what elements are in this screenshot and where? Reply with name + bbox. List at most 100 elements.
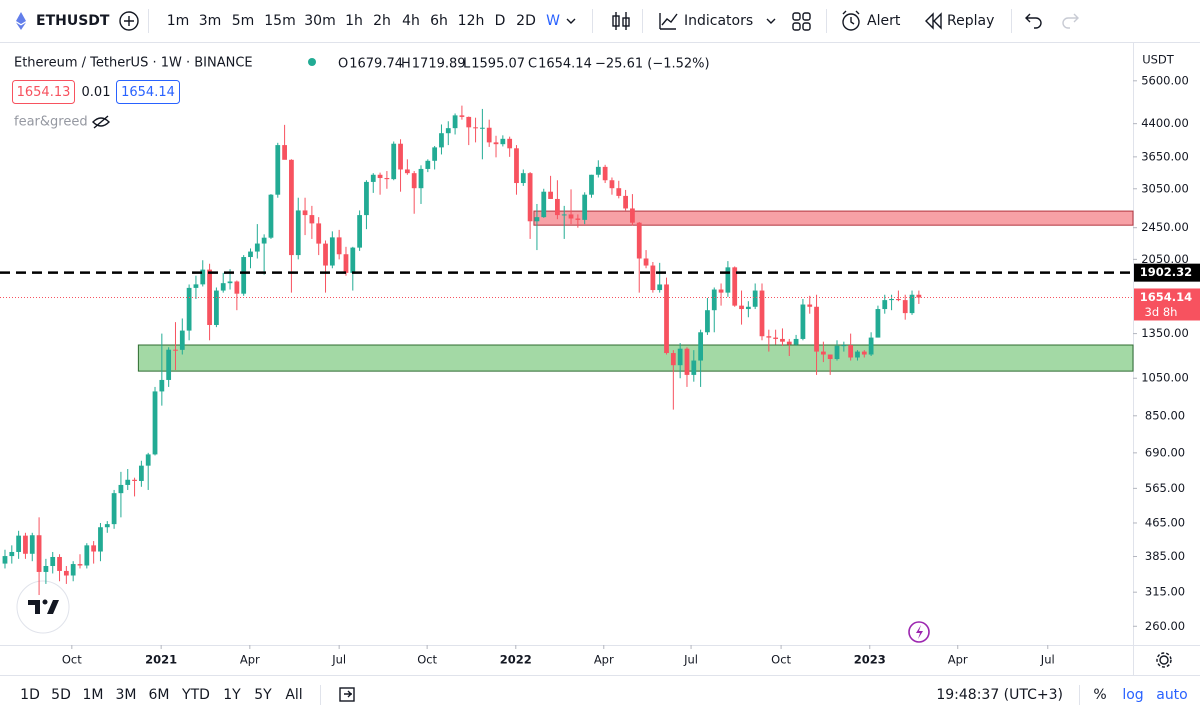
range-button[interactable]: 1D [20, 687, 40, 703]
layout-icon[interactable] [792, 12, 811, 31]
y-tick-label: 3050.00 [1141, 181, 1189, 195]
candle-body [411, 173, 417, 189]
range-button[interactable]: 5Y [254, 687, 272, 703]
undo-button[interactable] [1025, 13, 1042, 29]
candle-body [70, 564, 76, 576]
candle-body [630, 208, 635, 223]
candle-body [445, 128, 451, 134]
range-button[interactable]: All [285, 687, 302, 703]
interval-button[interactable]: 12h [458, 13, 485, 29]
candle-body [868, 337, 874, 355]
interval-button[interactable]: 2D [516, 13, 536, 29]
range-button[interactable]: 1Y [223, 687, 241, 703]
scale-option[interactable]: log [1122, 687, 1143, 703]
scale-option[interactable]: % [1093, 687, 1106, 703]
indicators-dropdown[interactable] [766, 18, 776, 24]
candle-body [493, 142, 499, 145]
toolbar-button[interactable]: Alert [867, 13, 901, 29]
x-tick-label: 2023 [854, 653, 886, 667]
y-tick-label: 2450.00 [1141, 220, 1189, 234]
candle-body [732, 267, 738, 306]
redo-button[interactable] [1062, 13, 1079, 29]
chart-type-icon[interactable] [612, 12, 630, 30]
candle-body [36, 535, 42, 572]
candle-body [595, 166, 601, 175]
interval-button[interactable]: 3m [199, 13, 222, 29]
interval-button[interactable]: 1m [167, 13, 190, 29]
candle-body [268, 194, 274, 238]
candle-body [670, 353, 676, 366]
x-tick-label: Apr [240, 653, 260, 667]
candle-body [841, 345, 847, 347]
interval-button[interactable]: 2h [373, 13, 391, 29]
ask-price: 1654.14 [121, 85, 175, 100]
legend-title: Ethereum / TetherUS · 1W · BINANCE [14, 56, 253, 71]
candle-body [275, 145, 281, 195]
candle-body [555, 198, 560, 216]
candle-body [336, 237, 342, 255]
candle-body [23, 535, 28, 554]
ohlc-value: 1654.14 [538, 57, 592, 72]
candle-body [684, 348, 690, 375]
compare-button[interactable] [119, 11, 139, 31]
last-price-label: 1654.14 [1140, 290, 1192, 304]
interval-button[interactable]: 5m [232, 13, 255, 29]
candle-body [691, 360, 697, 375]
interval-dropdown[interactable] [566, 18, 576, 24]
interval-button[interactable]: 4h [402, 13, 420, 29]
lightning-icon[interactable] [908, 621, 930, 643]
candle-body [43, 566, 49, 572]
candle-body [834, 345, 840, 360]
indicator-name[interactable]: fear&greed [14, 115, 88, 130]
interval-button[interactable]: D [495, 13, 506, 29]
candle-body [200, 269, 206, 285]
interval-button[interactable]: 15m [264, 13, 295, 29]
candle-body [902, 300, 908, 314]
range-button[interactable]: 6M [149, 687, 170, 703]
candle-body [316, 223, 322, 244]
candle-body [527, 173, 533, 222]
candle-body [9, 551, 15, 557]
candle-body [514, 148, 519, 184]
candle-body [561, 214, 567, 216]
settings-icon[interactable] [1156, 652, 1172, 668]
interval-button[interactable]: 6h [430, 13, 448, 29]
line-price-label: 1902.32 [1140, 265, 1192, 279]
candle-body [466, 116, 472, 128]
candle-body [234, 281, 240, 294]
candle-body [111, 493, 117, 525]
candle-body [50, 556, 56, 567]
candle-body [166, 349, 172, 380]
candle-body [104, 524, 110, 528]
interval-button[interactable]: 30m [304, 13, 335, 29]
y-tick-label: 315.00 [1145, 585, 1185, 599]
toolbar-button[interactable]: Indicators [684, 13, 753, 29]
range-button[interactable]: YTD [181, 687, 210, 703]
candle-body [138, 465, 144, 481]
range-button[interactable]: 5D [51, 687, 71, 703]
y-tick-label: 1350.00 [1141, 326, 1189, 340]
symbol[interactable]: ETHUSDT [36, 13, 110, 29]
range-button[interactable]: 3M [116, 687, 137, 703]
candle-body [855, 351, 860, 358]
range-button[interactable]: 1M [83, 687, 104, 703]
candle-body [289, 159, 294, 256]
candle-body [179, 330, 185, 350]
line-price-box [1134, 263, 1200, 282]
candle-body [152, 391, 158, 455]
candle-body [254, 243, 260, 252]
candle-body [384, 178, 390, 180]
scale-option[interactable]: auto [1156, 687, 1188, 703]
hide-indicator-icon[interactable] [92, 115, 110, 129]
x-tick-label: Oct [771, 653, 791, 667]
date-range-icon[interactable] [339, 687, 355, 702]
clock: 19:48:37 (UTC+3) [936, 687, 1063, 703]
interval-button[interactable]: W [546, 13, 560, 29]
interval-button[interactable]: 1h [345, 13, 363, 29]
toolbar-button[interactable]: Replay [947, 13, 994, 29]
y-tick-label: 260.00 [1145, 619, 1185, 633]
candle-body [861, 351, 867, 355]
candle-body [507, 138, 513, 149]
candle-body [207, 269, 212, 325]
